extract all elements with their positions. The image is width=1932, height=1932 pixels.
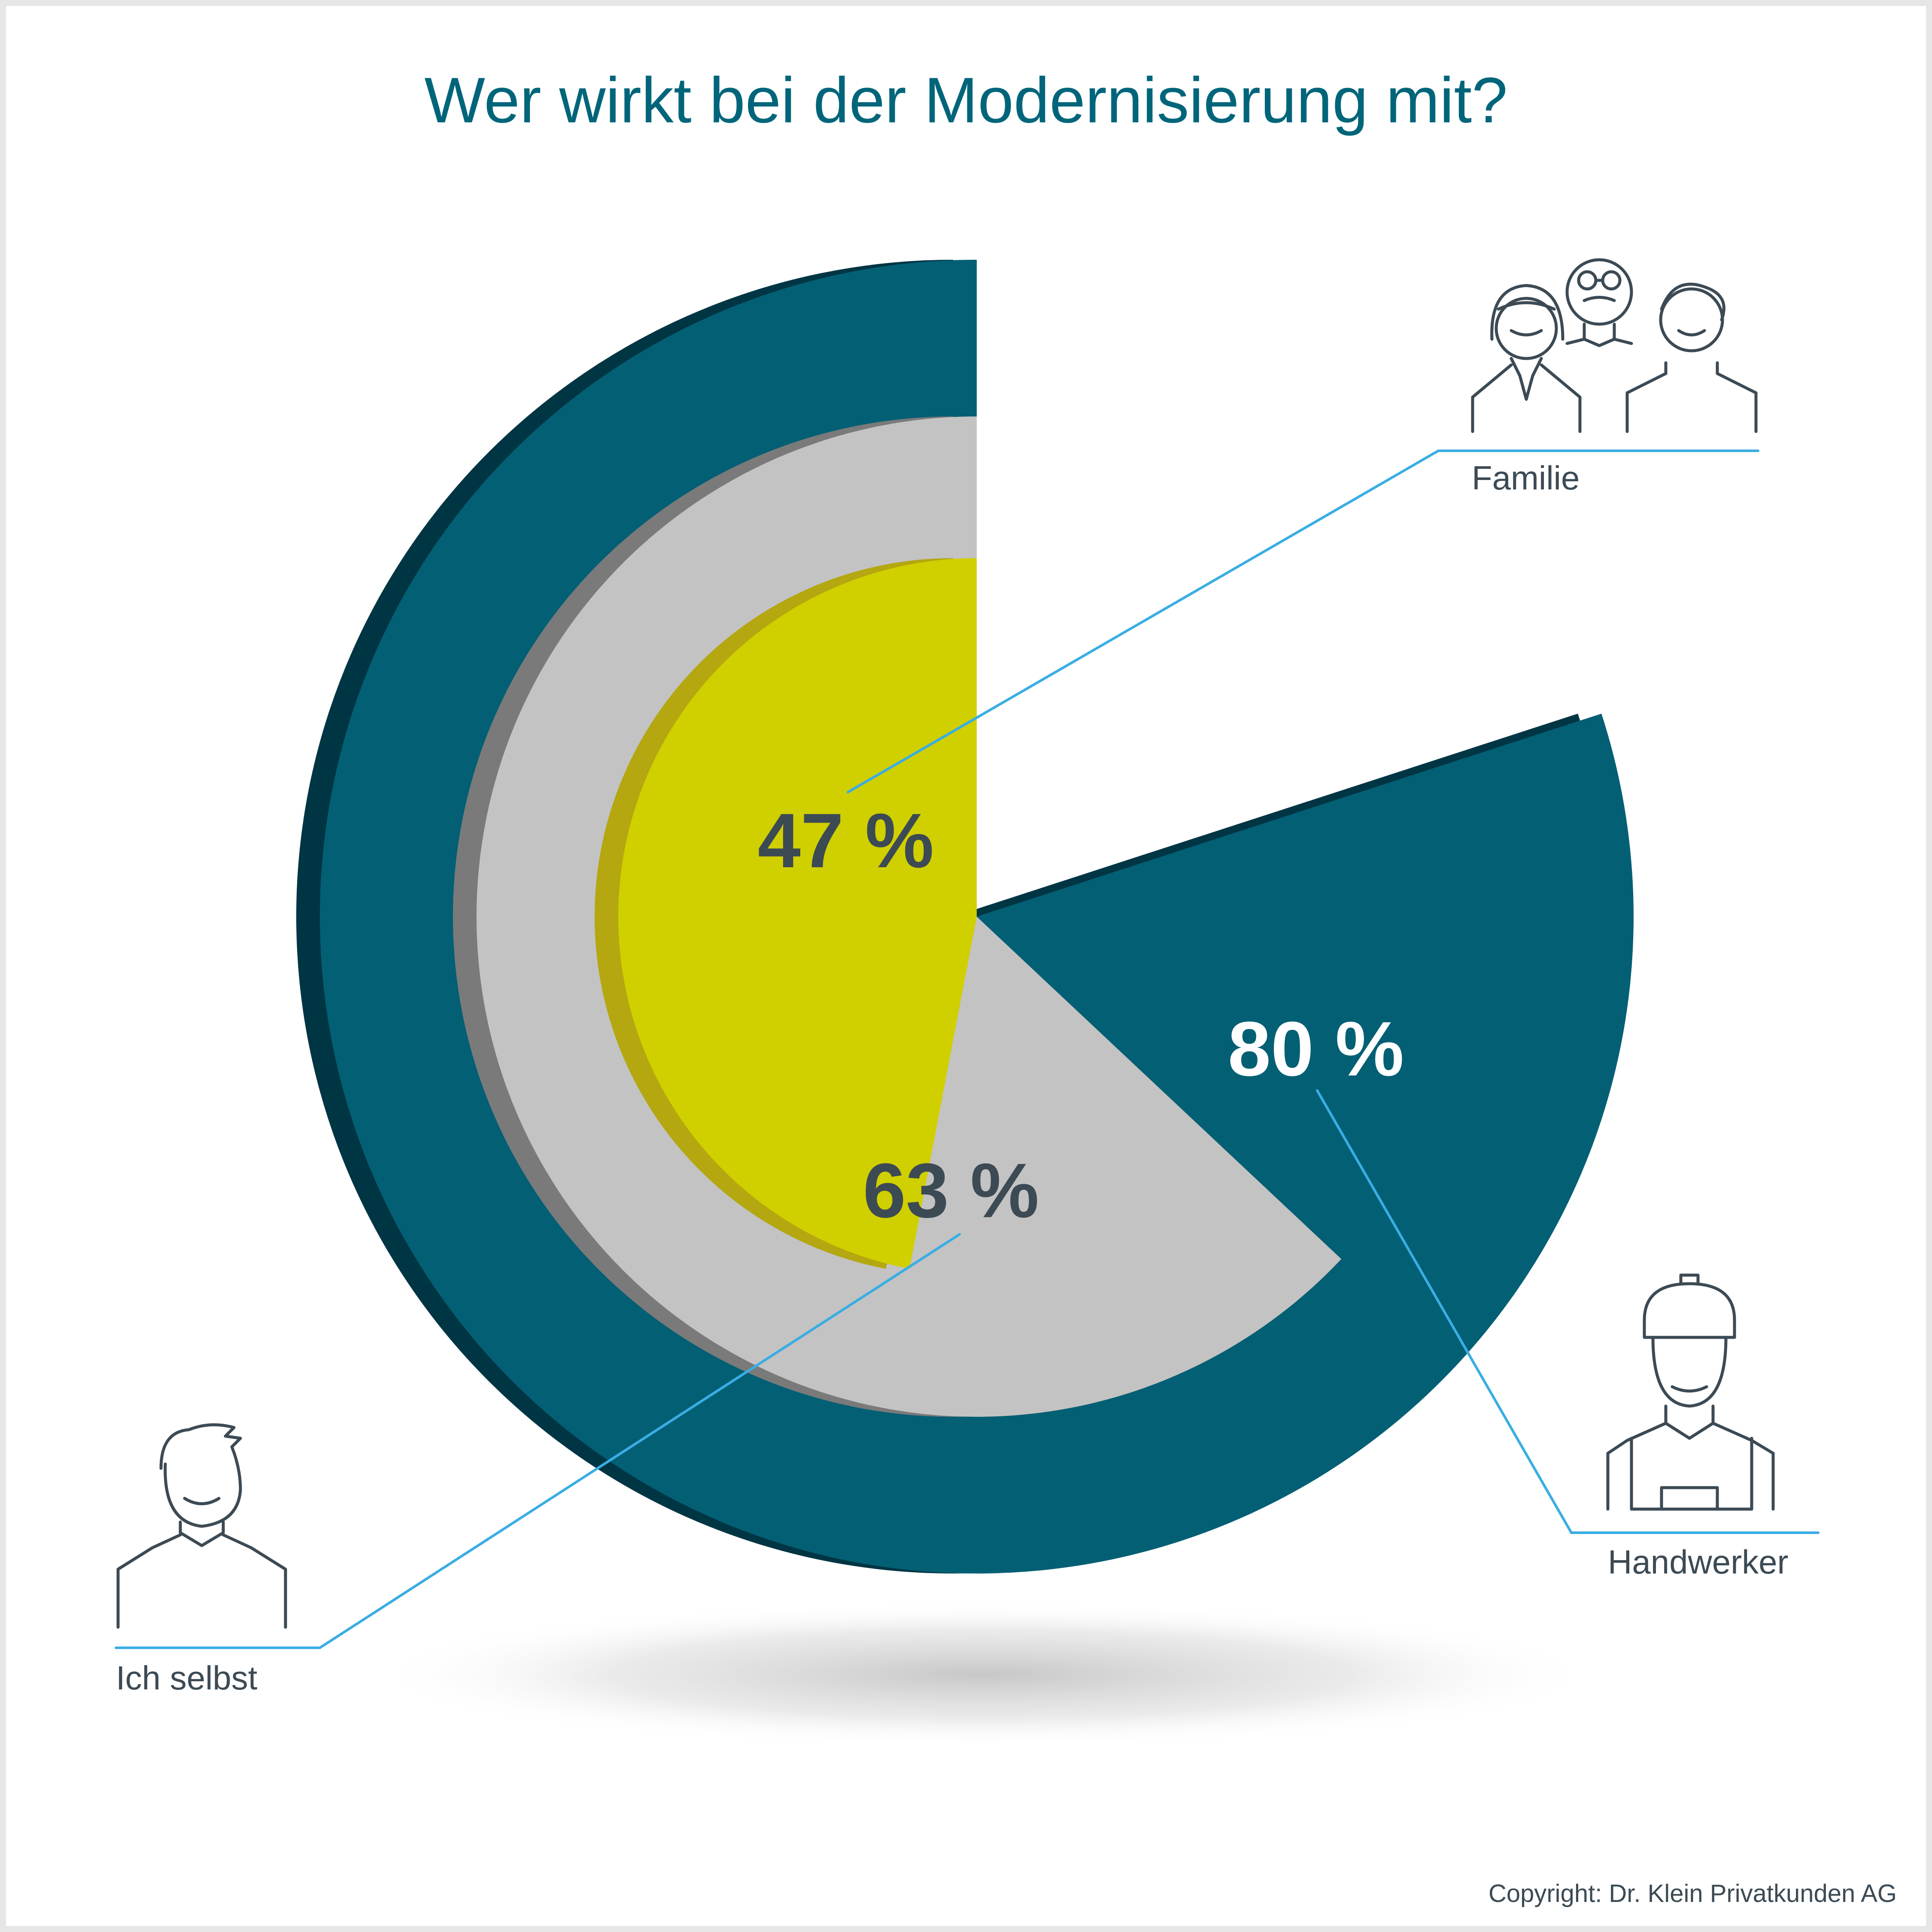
leader-line-handwerker bbox=[1316, 1089, 1820, 1534]
chart-title: Wer wirkt bei der Modernisierung mit? bbox=[424, 64, 1507, 136]
label-handwerker: Handwerker bbox=[1608, 1543, 1789, 1581]
leader-line-familie bbox=[847, 450, 1759, 793]
person-icon bbox=[116, 1423, 287, 1629]
ring-familie bbox=[618, 558, 977, 1269]
leader-line-ich-selbst bbox=[115, 1233, 961, 1649]
value-labels-group: 80 % 63 % 47 % bbox=[758, 798, 1404, 1234]
label-ich-selbst: Ich selbst bbox=[116, 1659, 258, 1697]
family-icon bbox=[1471, 258, 1758, 433]
rings-group bbox=[296, 260, 1634, 1574]
value-label-familie: 47 % bbox=[758, 798, 934, 884]
chart-floor-shadow bbox=[365, 1601, 1601, 1747]
value-label-ich-selbst: 63 % bbox=[863, 1148, 1039, 1234]
callouts-group bbox=[115, 450, 1820, 1649]
label-familie: Familie bbox=[1472, 459, 1580, 497]
copyright: Copyright: Dr. Klein Privatkunden AG bbox=[1488, 1880, 1897, 1908]
craftsman-icon bbox=[1606, 1273, 1775, 1511]
value-label-handwerker: 80 % bbox=[1228, 1006, 1404, 1092]
